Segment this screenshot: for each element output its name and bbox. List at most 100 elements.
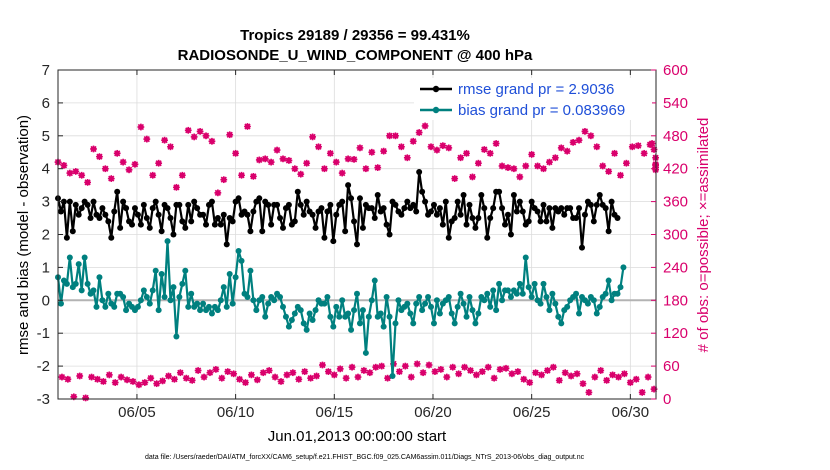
bias-point — [271, 297, 278, 304]
bias-point — [226, 270, 233, 277]
obs-marker-ring — [262, 156, 268, 162]
bias-point — [306, 310, 313, 317]
rmse-point — [442, 198, 449, 205]
rmse-point — [129, 221, 136, 228]
obs-marker-ring — [120, 159, 126, 165]
obs-possible-point — [437, 365, 445, 373]
obs-marker-ring — [552, 155, 559, 161]
obs-possible-point — [212, 365, 220, 373]
obs-marker-ring — [183, 375, 189, 381]
obs-possible-point — [107, 175, 115, 182]
rmse-point — [345, 182, 352, 189]
obs-marker-ring — [108, 175, 114, 182]
obs-marker-ring — [106, 372, 113, 378]
rmse-point — [164, 205, 171, 212]
rmse-point — [134, 211, 141, 218]
obs-marker-ring — [629, 144, 636, 150]
obs-marker-ring — [351, 156, 357, 163]
obs-possible-point — [496, 365, 504, 373]
y-tick-label: 1 — [42, 259, 50, 276]
obs-possible-point — [538, 371, 545, 379]
obs-marker-ring — [191, 134, 197, 140]
obs-marker-ring — [78, 172, 85, 178]
bias-point — [330, 323, 337, 330]
bias-point — [170, 284, 177, 291]
rmse-point — [312, 224, 319, 231]
obs-possible-point — [425, 361, 433, 369]
bias-point — [63, 280, 70, 287]
bias-point — [232, 274, 239, 281]
obs-possible-point — [469, 173, 476, 181]
rmse-point — [200, 211, 207, 218]
obs-possible-point — [354, 373, 362, 381]
obs-possible-point — [319, 361, 326, 369]
obs-marker-ring — [576, 137, 582, 143]
obs-possible-point — [309, 133, 316, 141]
obs-possible-point — [267, 158, 275, 166]
obs-possible-point — [396, 368, 403, 375]
rmse-point — [507, 231, 514, 238]
obs-marker-ring — [503, 365, 509, 371]
bias-point — [620, 264, 627, 271]
bias-point — [208, 310, 215, 317]
obs-possible-point — [526, 379, 534, 386]
rmse-point — [90, 198, 97, 205]
bias-point — [158, 270, 165, 277]
footnote: data file: /Users/raeder/DAI/ATM_forcXX/… — [145, 454, 585, 461]
rmse-point — [69, 228, 76, 235]
obs-marker-ring — [124, 377, 130, 383]
obs-possible-point — [324, 368, 332, 375]
y-right-tick-label: 60 — [663, 358, 680, 375]
bias-point — [149, 287, 156, 294]
bias-point — [576, 310, 583, 317]
obs-marker-ring — [467, 367, 474, 374]
rmse-point — [540, 201, 547, 208]
obs-possible-point — [374, 164, 382, 172]
rmse-point — [463, 221, 470, 228]
obs-marker-ring — [384, 375, 391, 381]
obs-possible-point — [628, 143, 636, 151]
bias-point — [253, 307, 260, 314]
obs-possible-point — [149, 171, 157, 179]
rmse-point — [235, 195, 242, 202]
obs-marker-ring — [315, 144, 322, 150]
obs-possible-point — [407, 373, 415, 381]
obs-marker-ring — [144, 136, 150, 142]
bias-point — [448, 310, 455, 317]
rmse-line — [56, 170, 619, 249]
rmse-point — [63, 234, 70, 241]
bias-point — [324, 294, 331, 301]
y-tick-label: 2 — [42, 227, 50, 244]
obs-possible-point — [135, 381, 143, 389]
bias-point — [259, 294, 266, 301]
obs-possible-point — [248, 371, 255, 379]
obs-marker-ring — [256, 157, 263, 163]
obs-possible-point — [368, 148, 376, 156]
bias-point — [383, 294, 390, 301]
bias-point — [472, 320, 479, 327]
obs-possible-point — [540, 165, 547, 173]
obs-count-layer — [54, 122, 660, 402]
obs-marker-ring — [118, 374, 124, 380]
obs-possible-point — [516, 173, 524, 181]
obs-possible-point — [90, 145, 97, 153]
y-axis-label: rmse and bias (model - observation) — [15, 115, 32, 355]
rmse-point — [155, 211, 162, 218]
bias-point — [543, 294, 550, 301]
rmse-point — [333, 211, 340, 218]
bias-point — [475, 310, 482, 317]
rmse-point — [321, 234, 328, 241]
obs-possible-point — [131, 160, 139, 168]
bias-point — [194, 300, 201, 307]
y-right-tick-label: 420 — [663, 161, 688, 178]
rmse-point — [297, 201, 304, 208]
bias-point — [188, 290, 195, 297]
obs-possible-point — [609, 371, 616, 379]
bias-point — [496, 280, 503, 287]
x-axis: 06/05 06/10 06/15 06/20 06/25 06/30 — [118, 70, 649, 421]
obs-possible-point — [648, 140, 656, 147]
obs-marker-ring — [230, 371, 237, 377]
bias-point — [617, 284, 624, 291]
bias-point — [336, 313, 343, 320]
obs-marker-ring — [517, 174, 523, 180]
